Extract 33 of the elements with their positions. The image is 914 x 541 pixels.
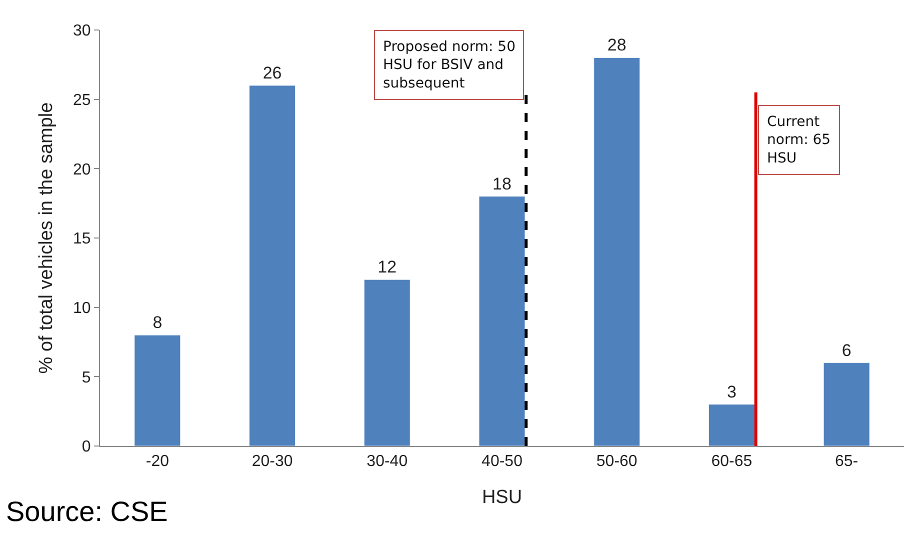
data-label: 26 <box>262 63 282 82</box>
x-tick-label: -20 <box>146 453 170 470</box>
y-tick-label: 25 <box>73 92 91 109</box>
y-tick-label: 15 <box>73 230 91 248</box>
x-tick-label: 30-40 <box>366 453 408 470</box>
data-label: 3 <box>726 382 736 402</box>
data-label: 8 <box>152 313 162 332</box>
source-note: Source: CSE <box>6 496 168 527</box>
x-tick-label: 50-60 <box>596 453 638 470</box>
x-tick-label: 65- <box>835 453 858 470</box>
data-label: 6 <box>842 340 852 360</box>
data-label: 18 <box>492 174 512 194</box>
y-tick-label: 30 <box>73 22 91 40</box>
data-label: 12 <box>378 258 397 277</box>
x-tick-label: 40-50 <box>482 453 523 470</box>
bar <box>249 85 296 446</box>
y-tick-label: 0 <box>82 438 91 456</box>
x-axis-title: HSU <box>482 487 522 508</box>
bar <box>708 404 755 446</box>
bar <box>364 279 410 446</box>
y-tick-label: 20 <box>73 161 91 178</box>
x-tick-label: 60-65 <box>711 453 752 470</box>
ref-line-label: Proposed norm: 50 HSU for BSIV and subsequent <box>383 39 516 92</box>
y-axis-title: % of total vehicles in the sample <box>36 102 57 374</box>
ref-line-label: Current norm: 65 HSU <box>767 114 831 166</box>
bar <box>823 362 870 446</box>
bar <box>478 196 526 446</box>
y-tick-label: 10 <box>73 300 91 317</box>
x-tick-label: 20-30 <box>252 453 293 470</box>
y-tick-label: 5 <box>82 369 91 386</box>
bar <box>134 334 181 446</box>
bar <box>594 57 640 446</box>
data-label: 28 <box>607 36 626 55</box>
